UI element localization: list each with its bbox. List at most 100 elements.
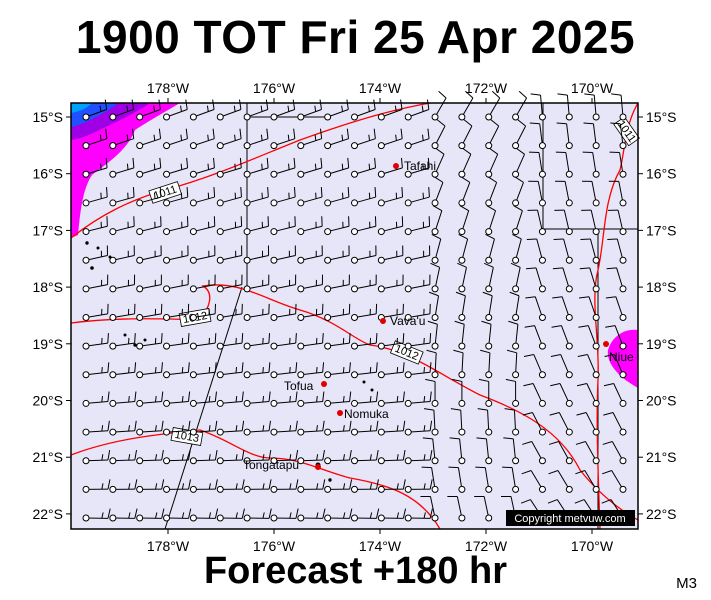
wind-barb (377, 274, 404, 293)
wind-barb (482, 291, 493, 321)
wind-barb (297, 245, 323, 264)
wind-barb (454, 320, 466, 350)
wind-barb (324, 303, 351, 321)
wind-barb (136, 333, 163, 350)
lon-label-bottom: 170°W (571, 538, 614, 554)
wind-barb (421, 466, 439, 493)
wind-barb (603, 383, 627, 407)
wind-barb (452, 378, 466, 407)
wind-barb (551, 325, 573, 350)
wind-barb (509, 291, 520, 321)
wind-barb (243, 128, 269, 150)
place-label-tofua: Tofua (284, 379, 314, 393)
wind-barb (109, 274, 136, 293)
wind-barb (603, 411, 627, 436)
wind-barb (502, 466, 520, 493)
wind-barb (109, 157, 135, 178)
wind-barb (351, 479, 379, 493)
wind-barb (527, 209, 546, 236)
wind-barb (450, 408, 466, 436)
wind-barb (189, 245, 216, 264)
wind-barb (297, 362, 325, 379)
wind-barb (431, 205, 443, 236)
wind-barb (109, 508, 138, 522)
wind-barb (431, 176, 444, 207)
wind-barb (602, 470, 627, 493)
wind-barb (297, 274, 324, 293)
wind-barb (82, 508, 111, 522)
wind-barb (552, 267, 573, 293)
wind-barb (82, 303, 109, 321)
wind-barb (420, 495, 439, 522)
wind-barb (453, 349, 466, 379)
wind-barb (475, 466, 493, 493)
wind-barb (506, 349, 520, 379)
wind-barb (136, 99, 161, 121)
copyright-text: Copyright metvuw.com (514, 513, 625, 525)
wind-barb (216, 157, 242, 178)
wind-barb (404, 391, 432, 407)
wind-barb (216, 303, 243, 321)
wind-barb (243, 157, 269, 178)
lon-label-bottom: 176°W (253, 538, 296, 554)
wind-barb (82, 99, 108, 121)
wind-barb (270, 362, 298, 379)
wind-barb (483, 262, 494, 293)
island-dot (143, 338, 147, 342)
wind-barb (377, 391, 405, 407)
wind-barb (297, 303, 324, 321)
wind-barb (243, 508, 272, 522)
wind-barb (351, 303, 378, 321)
wind-barb (582, 151, 600, 178)
wind-barb (216, 450, 245, 465)
wind-barb (377, 479, 406, 493)
wind-barb (503, 437, 520, 465)
wind-barb (136, 157, 162, 178)
island-dot (123, 333, 127, 337)
wind-barb (324, 128, 350, 150)
wind-barb (216, 245, 243, 264)
wind-barb (458, 119, 473, 150)
wind-barbs (82, 90, 627, 522)
wind-barb (82, 362, 110, 379)
wind-barb (578, 325, 600, 350)
wind-barb (404, 245, 431, 264)
wind-barb (458, 176, 471, 207)
wind-barb (243, 362, 271, 379)
wind-barb (478, 378, 493, 407)
wind-barb (351, 187, 377, 207)
wind-barb (163, 391, 191, 407)
wind-barb (431, 147, 445, 178)
wind-barb (351, 362, 378, 379)
wind-barb (351, 274, 377, 293)
wind-barb (109, 216, 135, 236)
wind-barb (485, 234, 495, 264)
wind-barb (404, 187, 430, 207)
wind-barb (530, 93, 546, 121)
lat-label-right: 15°S (646, 109, 677, 125)
wind-barb (324, 391, 352, 407)
lat-label-right: 19°S (646, 336, 677, 352)
wind-barb (243, 216, 269, 236)
wind-barb (270, 303, 297, 321)
wind-barb (602, 440, 627, 465)
wind-barb (163, 333, 190, 350)
place-dot-nomuka (337, 410, 343, 416)
wind-barb (243, 391, 271, 407)
wind-barb (576, 411, 600, 436)
wind-barb (270, 479, 299, 493)
wind-barb (163, 216, 189, 236)
wind-barb (82, 157, 108, 178)
wind-barb (548, 440, 573, 465)
wind-barb (447, 495, 466, 522)
wind-barb (163, 157, 189, 178)
wind-barb (457, 262, 467, 293)
wind-barb (404, 157, 430, 178)
wind-barb (556, 122, 573, 150)
wind-barb (189, 187, 216, 207)
wind-barb (324, 157, 350, 178)
wind-barb (351, 391, 379, 407)
wind-barb (189, 362, 217, 379)
lat-label-right: 16°S (646, 166, 677, 182)
wind-barb (243, 187, 269, 207)
